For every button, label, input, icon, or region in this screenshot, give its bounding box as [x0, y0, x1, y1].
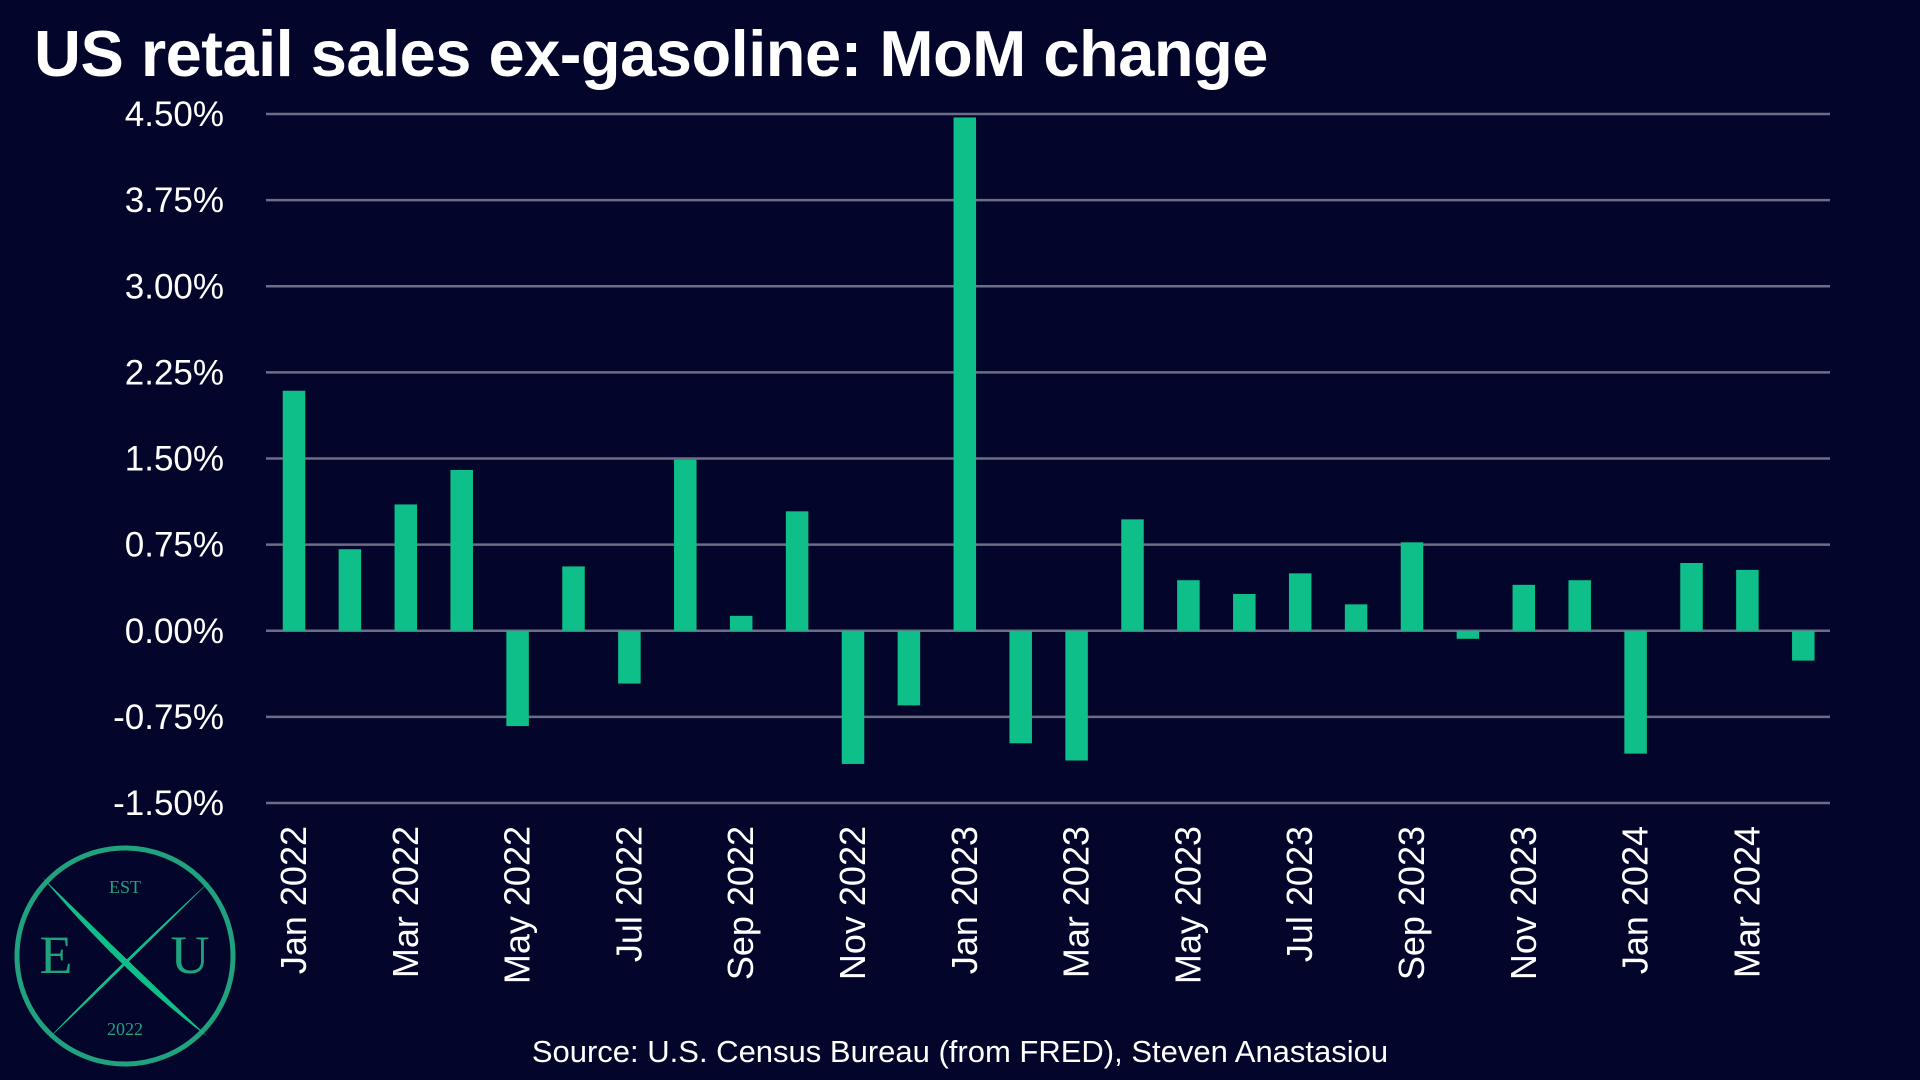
bar	[1512, 584, 1536, 631]
x-tick-label: Jan 2024	[1615, 826, 1656, 974]
y-tick-label: -0.75%	[113, 698, 224, 737]
source-note: Source: U.S. Census Bureau (from FRED), …	[531, 1034, 1389, 1069]
x-tick-label: Sep 2023	[1391, 826, 1432, 980]
exu-logo: EST E U 2022	[14, 845, 236, 1067]
y-axis-tick-labels: 4.50% 3.75% 3.00% 2.25% 1.50% 0.75% 0.00% -0.75…	[113, 95, 224, 823]
bar	[1792, 630, 1815, 661]
y-tick-label: 3.75%	[125, 181, 224, 220]
bar	[841, 630, 865, 764]
x-tick-label: Jan 2023	[944, 826, 985, 974]
y-tick-label: 0.00%	[125, 612, 224, 651]
gridlines	[266, 112, 1830, 805]
bar	[1121, 519, 1144, 631]
logo-e-letter: E	[40, 925, 73, 985]
bar	[618, 630, 641, 684]
x-axis-tick-labels: Jan 2022 Mar 2022 May 2022 Jul 2022 Sep 2022…	[273, 826, 1767, 984]
y-tick-label: 4.50%	[125, 95, 224, 134]
bars	[282, 117, 1815, 764]
y-tick-label: 0.75%	[125, 526, 224, 565]
x-tick-label: Sep 2022	[720, 826, 761, 980]
bar	[1177, 580, 1200, 631]
bar	[282, 390, 306, 631]
x-tick-label: Jul 2022	[608, 826, 649, 962]
x-tick-label: Mar 2024	[1726, 826, 1767, 978]
bar	[394, 504, 418, 631]
bar	[729, 615, 753, 631]
bar	[785, 511, 809, 631]
y-tick-label: -1.50%	[113, 784, 224, 823]
y-tick-label: 3.00%	[125, 267, 224, 306]
bar	[1680, 562, 1703, 631]
bar	[1624, 630, 1647, 754]
bar	[1344, 604, 1368, 631]
bar	[897, 630, 921, 706]
x-tick-label: May 2022	[497, 826, 538, 984]
y-tick-label: 2.25%	[125, 353, 224, 392]
bar	[1736, 569, 1759, 631]
y-tick-label: 1.50%	[125, 440, 224, 479]
x-tick-label: Jul 2023	[1279, 826, 1320, 962]
x-tick-label: Nov 2023	[1503, 826, 1544, 980]
chart-title: US retail sales ex-gasoline: MoM change	[34, 17, 1268, 90]
x-tick-label: Mar 2023	[1056, 826, 1097, 978]
bar	[953, 117, 977, 631]
bar	[1456, 630, 1480, 639]
x-tick-label: Mar 2022	[385, 826, 426, 978]
bar	[1065, 630, 1088, 761]
x-tick-label: Nov 2022	[832, 826, 873, 980]
bar	[1400, 542, 1424, 631]
bar	[674, 459, 697, 631]
x-tick-label: Jan 2022	[273, 826, 314, 974]
logo-u-letter: U	[171, 925, 210, 985]
logo-est-text: EST	[109, 877, 141, 897]
bar	[1568, 580, 1591, 631]
logo-year-text: 2022	[107, 1019, 143, 1039]
bar	[338, 549, 362, 631]
bar	[1233, 594, 1256, 631]
x-tick-label: May 2023	[1167, 826, 1208, 984]
bar	[562, 566, 585, 631]
bar	[450, 469, 473, 631]
bar	[1009, 630, 1032, 744]
bar	[1288, 573, 1312, 631]
bar	[506, 630, 529, 727]
